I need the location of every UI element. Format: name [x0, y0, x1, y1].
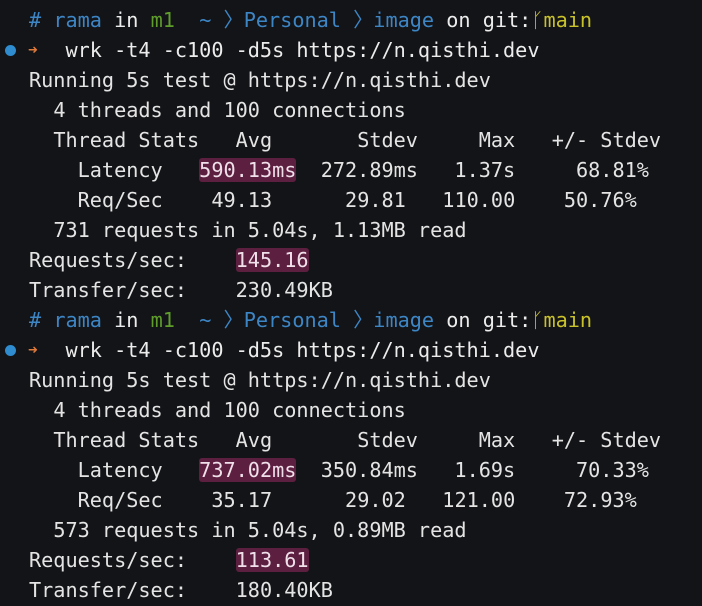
prompt-hash: #: [29, 308, 42, 332]
prompt-dir-image: image: [373, 308, 435, 332]
transfer-value: 180.40KB: [235, 578, 333, 602]
stats-row-reqsec: Req/Sec 35.17 29.02 121.00 72.93%: [0, 485, 702, 515]
output-line: 4 threads and 100 connections: [0, 395, 702, 425]
status-dot-icon: [5, 45, 16, 56]
shell-prompt: # rama in m1 ~ 〉Personal 〉image on git:ᚴ…: [0, 5, 702, 35]
summary-line: 731 requests in 5.04s, 1.13MB read: [0, 215, 702, 245]
latency-avg: 737.02ms: [199, 458, 297, 482]
requests-value: 113.61: [235, 548, 309, 572]
transfer-value: 230.49KB: [235, 278, 333, 302]
requests-label: Requests/sec:: [29, 548, 188, 572]
shell-prompt: # rama in m1 ~ 〉Personal 〉image on git:ᚴ…: [0, 305, 702, 335]
requests-per-sec: Requests/sec: 145.16: [0, 245, 702, 275]
prompt-home: ~: [199, 8, 212, 32]
prompt-branch: main: [543, 308, 593, 332]
git-branch-icon: ᚴ: [531, 308, 544, 332]
prompt-hash: #: [29, 8, 42, 32]
col-thread-stats: Thread Stats: [53, 128, 200, 152]
prompt-host: m1: [150, 8, 175, 32]
transfer-per-sec: Transfer/sec: 180.40KB: [0, 575, 702, 605]
prompt-dir-personal: Personal: [243, 8, 341, 32]
reqsec-stdev: 29.02: [345, 488, 406, 512]
summary-text: 573 requests in 5.04s, 0.89MB read: [53, 518, 467, 542]
prompt-branch: main: [543, 8, 593, 32]
transfer-per-sec: Transfer/sec: 230.49KB: [0, 275, 702, 305]
col-thread-stats: Thread Stats: [53, 428, 200, 452]
reqsec-stdev: 29.81: [345, 188, 406, 212]
summary-text: 731 requests in 5.04s, 1.13MB read: [53, 218, 467, 242]
reqsec-max: 110.00: [442, 188, 516, 212]
stats-row-latency: Latency 737.02ms 350.84ms 1.69s 70.33%: [0, 455, 702, 485]
col-plusminus-stdev: +/- Stdev: [551, 128, 662, 152]
row-label: Latency: [77, 458, 163, 482]
row-label: Req/Sec: [77, 488, 163, 512]
stats-row-reqsec: Req/Sec 49.13 29.81 110.00 50.76%: [0, 185, 702, 215]
stats-header: Thread Stats Avg Stdev Max +/- Stdev: [0, 425, 702, 455]
col-plusminus-stdev: +/- Stdev: [551, 428, 662, 452]
prompt-user: rama: [53, 8, 102, 32]
reqsec-max: 121.00: [442, 488, 516, 512]
latency-max: 1.69s: [454, 458, 516, 482]
prompt-home: ~: [199, 308, 212, 332]
output-line: Running 5s test @ https://n.qisthi.dev: [0, 65, 702, 95]
prompt-on: on: [446, 8, 471, 32]
prompt-user: rama: [53, 308, 102, 332]
output-line: 4 threads and 100 connections: [0, 95, 702, 125]
reqsec-avg: 49.13: [211, 188, 273, 212]
col-max: Max: [478, 128, 516, 152]
latency-pct: 70.33%: [575, 458, 649, 482]
reqsec-pct: 72.93%: [563, 488, 637, 512]
prompt-git: git:: [482, 8, 532, 32]
prompt-dir-personal: Personal: [243, 308, 341, 332]
running-text: Running 5s test @ https://n.qisthi.dev: [29, 368, 491, 392]
latency-stdev: 350.84ms: [320, 458, 418, 482]
transfer-label: Transfer/sec:: [29, 278, 188, 302]
col-avg: Avg: [235, 428, 273, 452]
command-text: wrk -t4 -c100 -d5s https://n.qisthi.dev: [65, 338, 540, 362]
latency-max: 1.37s: [454, 158, 516, 182]
latency-pct: 68.81%: [575, 158, 649, 182]
prompt-in: in: [114, 308, 139, 332]
prompt-dir-image: image: [373, 8, 435, 32]
stats-row-latency: Latency 590.13ms 272.89ms 1.37s 68.81%: [0, 155, 702, 185]
path-separator-icon: 〉: [353, 8, 374, 32]
path-separator-icon: 〉: [223, 308, 244, 332]
path-separator-icon: 〉: [223, 8, 244, 32]
prompt-git: git:: [482, 308, 532, 332]
prompt-in: in: [114, 8, 139, 32]
row-label: Latency: [77, 158, 163, 182]
col-stdev: Stdev: [357, 428, 418, 452]
output-line: Running 5s test @ https://n.qisthi.dev: [0, 365, 702, 395]
row-label: Req/Sec: [77, 188, 163, 212]
running-text: Running 5s test @ https://n.qisthi.dev: [29, 68, 491, 92]
status-dot-icon: [5, 345, 16, 356]
requests-value: 145.16: [235, 248, 309, 272]
prompt-host: m1: [150, 308, 175, 332]
stats-header: Thread Stats Avg Stdev Max +/- Stdev: [0, 125, 702, 155]
threads-text: 4 threads and 100 connections: [53, 98, 406, 122]
transfer-label: Transfer/sec:: [29, 578, 188, 602]
git-branch-icon: ᚴ: [531, 8, 544, 32]
requests-label: Requests/sec:: [29, 248, 188, 272]
threads-text: 4 threads and 100 connections: [53, 398, 406, 422]
prompt-arrow-icon: ➜: [28, 340, 38, 359]
command-text: wrk -t4 -c100 -d5s https://n.qisthi.dev: [65, 38, 540, 62]
latency-avg: 590.13ms: [199, 158, 297, 182]
summary-line: 573 requests in 5.04s, 0.89MB read: [0, 515, 702, 545]
latency-stdev: 272.89ms: [320, 158, 418, 182]
reqsec-pct: 50.76%: [563, 188, 637, 212]
col-max: Max: [478, 428, 516, 452]
prompt-on: on: [446, 308, 471, 332]
col-avg: Avg: [235, 128, 273, 152]
command-line: ➜ wrk -t4 -c100 -d5s https://n.qisthi.de…: [0, 335, 702, 365]
requests-per-sec: Requests/sec: 113.61: [0, 545, 702, 575]
reqsec-avg: 35.17: [211, 488, 273, 512]
col-stdev: Stdev: [357, 128, 418, 152]
path-separator-icon: 〉: [353, 308, 374, 332]
prompt-arrow-icon: ➜: [28, 40, 38, 59]
command-line: ➜ wrk -t4 -c100 -d5s https://n.qisthi.de…: [0, 35, 702, 65]
